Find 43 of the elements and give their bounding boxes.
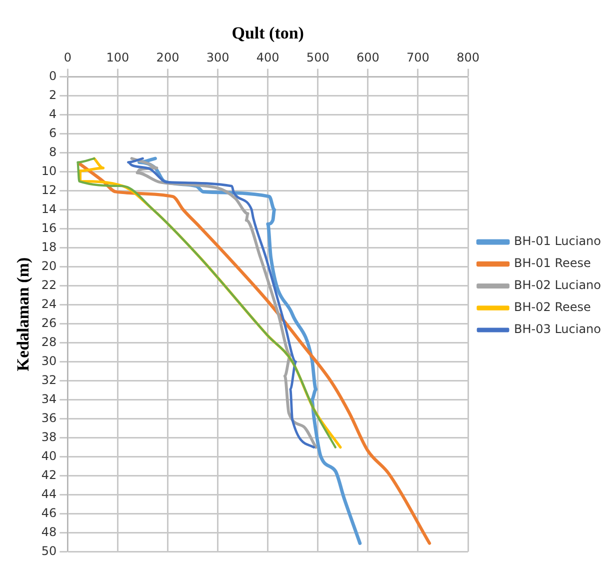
y-tick-label: 2 — [49, 88, 57, 102]
x-tick-label: 600 — [356, 50, 380, 65]
y-tick-label: 42 — [41, 468, 57, 482]
x-tick-label: 100 — [106, 50, 130, 65]
y-tick-label: 44 — [41, 486, 57, 501]
x-tick-label: 400 — [256, 50, 280, 65]
x-tick-label: 700 — [406, 50, 430, 65]
x-tick-label: 500 — [306, 50, 330, 65]
y-tick-label: 6 — [49, 126, 57, 140]
y-tick-label: 26 — [41, 316, 57, 330]
y-tick-label: 18 — [41, 240, 57, 254]
y-tick-label: 40 — [41, 448, 57, 463]
y-tick-label: 28 — [41, 334, 57, 349]
y-tick-label: 0 — [49, 68, 57, 83]
legend-label: BH-02 Reese — [514, 300, 591, 314]
legend-label: BH-01 Luciano — [514, 234, 601, 248]
y-tick-label: 50 — [41, 544, 57, 558]
y-tick-label: 34 — [41, 392, 57, 406]
x-tick-label: 200 — [156, 50, 180, 65]
y-tick-label: 8 — [49, 144, 57, 159]
y-tick-label: 20 — [41, 258, 57, 273]
line-series — [78, 162, 432, 545]
legend-label: BH-01 Reese — [514, 256, 591, 270]
y-tick-label: 4 — [49, 106, 57, 121]
y-tick-label: 10 — [41, 164, 57, 178]
x-axis-title: Qult (ton) — [232, 24, 304, 43]
legend-label: BH-03 Luciano — [514, 322, 601, 336]
y-axis-title: Kedalaman (m) — [14, 257, 33, 372]
y-tick-label: 24 — [41, 296, 57, 311]
y-tick-label: 12 — [41, 182, 57, 197]
x-tick-label: 0 — [64, 50, 72, 65]
legend-label: BH-02 Luciano — [514, 278, 601, 292]
y-tick-label: 48 — [41, 524, 57, 539]
y-tick-label: 30 — [41, 354, 57, 368]
y-tick-label: 32 — [41, 372, 57, 387]
x-tick-label: 300 — [206, 50, 230, 65]
y-tick-label: 16 — [41, 220, 57, 235]
y-tick-label: 14 — [41, 202, 57, 216]
y-tick-label: 36 — [41, 410, 57, 425]
y-tick-label: 22 — [41, 278, 57, 292]
y-tick-label: 38 — [41, 430, 57, 444]
y-tick-label: 46 — [41, 506, 57, 520]
x-tick-label: 800 — [456, 50, 480, 65]
